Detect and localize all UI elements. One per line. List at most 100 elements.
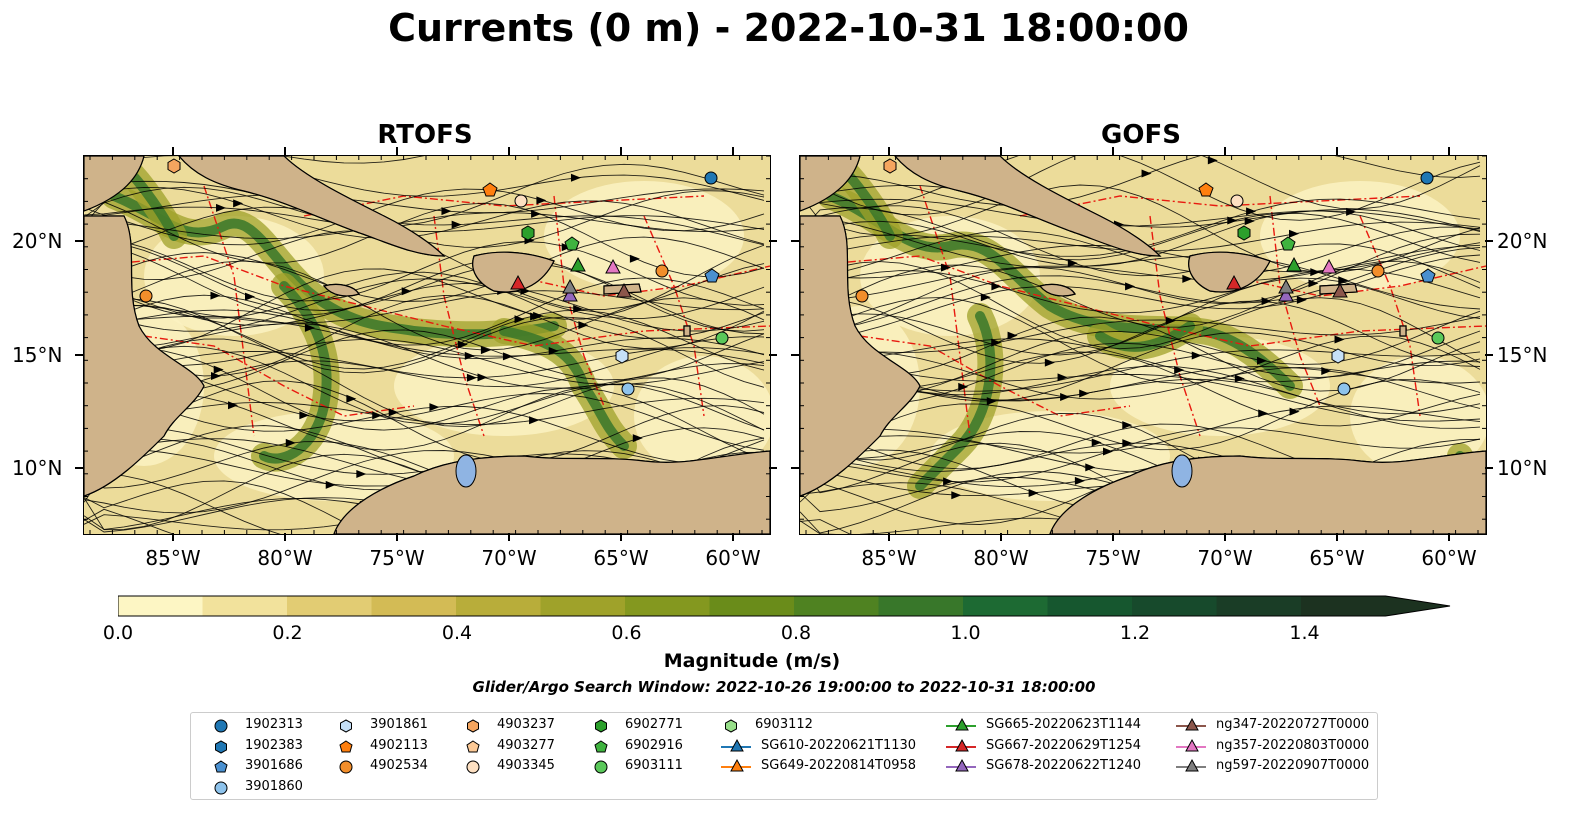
map-canvas bbox=[800, 156, 1486, 534]
legend-marker-icon bbox=[1176, 758, 1206, 772]
glider-ng347-marker bbox=[1332, 282, 1348, 298]
legend-marker-icon bbox=[946, 758, 976, 772]
colorbar-segment bbox=[456, 596, 541, 616]
float-4902534-marker bbox=[1371, 264, 1385, 278]
glider-sg678-marker bbox=[562, 286, 578, 302]
colorbar-segment bbox=[1132, 596, 1217, 616]
legend-label: 6902916 bbox=[625, 737, 683, 753]
float-1902313-marker bbox=[704, 171, 718, 185]
gofs-map[interactable] bbox=[799, 155, 1487, 535]
panel-title-rtofs: RTOFS bbox=[377, 120, 473, 150]
glider-ng347-marker bbox=[616, 282, 632, 298]
colorbar-segment bbox=[709, 596, 795, 616]
legend-marker-icon bbox=[214, 760, 228, 773]
lon-tick-label: 75°W bbox=[1085, 546, 1141, 570]
legend-label: 4903277 bbox=[497, 737, 555, 753]
legend-marker-icon bbox=[340, 719, 352, 733]
legend-label: 3901860 bbox=[245, 778, 303, 794]
legend-label: 6903112 bbox=[755, 717, 813, 732]
colorbar-segment bbox=[371, 596, 457, 616]
lon-tick-label: 65°W bbox=[1309, 546, 1365, 570]
colorbar-segment bbox=[794, 596, 879, 616]
glider-sg665-marker bbox=[570, 256, 586, 272]
panel-title-gofs: GOFS bbox=[1101, 120, 1181, 150]
glider-sg667-marker bbox=[1226, 274, 1242, 290]
float-4903237-marker bbox=[883, 158, 897, 174]
colorbar-tick-label: 1.0 bbox=[950, 622, 981, 644]
colorbar bbox=[118, 595, 1451, 617]
legend-label: ng597-20220907T0000 bbox=[1216, 758, 1370, 773]
lat-tick-label-left: 10°N bbox=[12, 456, 63, 480]
colorbar-segment bbox=[1301, 596, 1386, 616]
legend-label: 4902534 bbox=[370, 758, 428, 773]
legend-marker-icon bbox=[725, 719, 737, 733]
legend-entry: 6902916 bbox=[581, 738, 791, 756]
legend-entry: 4903345 bbox=[453, 758, 663, 776]
legend-label: ng347-20220727T0000 bbox=[1216, 717, 1370, 732]
glider-ng357-marker bbox=[1321, 258, 1337, 274]
colorbar-tick-label: 1.2 bbox=[1119, 622, 1151, 644]
legend-entry: SG665-20220623T1144 bbox=[936, 717, 1146, 735]
legend-label: 6902771 bbox=[625, 717, 683, 732]
glider-ng597-marker bbox=[562, 278, 578, 294]
legend-marker-icon bbox=[466, 760, 480, 774]
legend-entry: 6903112 bbox=[711, 717, 921, 735]
colorbar-segment bbox=[287, 596, 372, 616]
float-4902113-marker bbox=[1198, 182, 1214, 197]
float-3901860-marker bbox=[1337, 382, 1351, 396]
legend-entry: 4903277 bbox=[453, 738, 663, 756]
float-6902771-marker bbox=[1237, 225, 1251, 241]
legend-entry: ng347-20220727T0000 bbox=[1166, 717, 1376, 735]
legend-label: 6903111 bbox=[625, 758, 683, 773]
map-canvas bbox=[84, 156, 770, 534]
legend-marker-icon bbox=[467, 719, 479, 733]
lon-tick-label: 85°W bbox=[145, 546, 201, 570]
float-6903111-marker bbox=[1431, 331, 1445, 345]
colorbar-segment bbox=[963, 596, 1048, 616]
colorbar-tick-label: 1.4 bbox=[1289, 622, 1320, 644]
legend-entry: 3901861 bbox=[326, 717, 536, 735]
float-6902916-marker bbox=[564, 236, 580, 251]
legend-label: 3901861 bbox=[370, 717, 428, 732]
legend-marker-icon bbox=[946, 717, 976, 731]
legend-entry: SG667-20220629T1254 bbox=[936, 738, 1146, 756]
float-6902771-marker bbox=[521, 225, 535, 241]
lon-tick-label: 60°W bbox=[705, 546, 761, 570]
colorbar-segment bbox=[878, 596, 964, 616]
lon-tick-label: 85°W bbox=[861, 546, 917, 570]
legend-label: SG649-20220814T0958 bbox=[761, 758, 917, 773]
legend-marker-icon bbox=[721, 758, 751, 772]
figure-title: Currents (0 m) - 2022-10-31 18:00:00 bbox=[388, 6, 1189, 50]
lon-tick-label: 80°W bbox=[973, 546, 1029, 570]
float-3901686-marker bbox=[704, 268, 720, 283]
legend-entry: 4902534 bbox=[326, 758, 536, 776]
legend-entry: ng597-20220907T0000 bbox=[1166, 758, 1376, 776]
legend-marker-icon bbox=[946, 738, 976, 751]
glider-ng597-marker bbox=[1278, 278, 1294, 294]
lat-tick-label-left: 20°N bbox=[12, 229, 63, 253]
float-6902916-marker bbox=[1280, 236, 1296, 251]
legend-entry: 1902383 bbox=[201, 738, 411, 756]
legend-label: SG610-20220621T1130 bbox=[761, 737, 917, 753]
legend-entry: 1902313 bbox=[201, 717, 411, 735]
legend-label: ng357-20220803T0000 bbox=[1216, 737, 1370, 753]
rtofs-map[interactable] bbox=[83, 155, 771, 535]
float-3901861-marker bbox=[615, 348, 629, 364]
float-4902113-marker bbox=[482, 182, 498, 197]
legend-entry: 6903111 bbox=[581, 758, 791, 776]
legend-marker-icon bbox=[215, 739, 227, 754]
legend-marker-icon bbox=[339, 739, 353, 752]
colorbar-label: Magnitude (m/s) bbox=[663, 650, 841, 672]
colorbar-segment bbox=[625, 596, 710, 616]
lon-tick-label: 60°W bbox=[1421, 546, 1477, 570]
legend-marker-icon bbox=[1176, 738, 1206, 751]
colorbar-tick-label: 0.8 bbox=[780, 622, 812, 644]
legend-label: 1902313 bbox=[245, 717, 303, 732]
legend-label: SG678-20220622T1240 bbox=[986, 758, 1142, 773]
legend-marker-icon bbox=[214, 719, 228, 733]
legend-label: SG665-20220623T1144 bbox=[986, 717, 1142, 732]
legend-marker-icon bbox=[339, 760, 353, 774]
lon-tick-label: 80°W bbox=[257, 546, 313, 570]
colorbar-tick-label: 0.6 bbox=[611, 622, 642, 644]
legend-label: 4903237 bbox=[497, 717, 555, 732]
